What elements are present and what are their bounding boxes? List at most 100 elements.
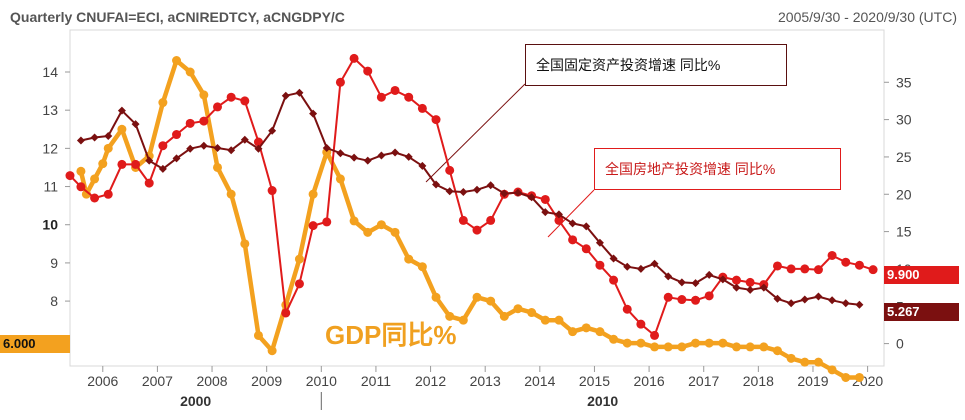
data-point-gdp — [158, 98, 168, 108]
x-tick-label: 2017 — [688, 373, 719, 389]
data-point-real_estate — [445, 165, 455, 175]
annotation-gdp: GDP同比% — [325, 320, 457, 350]
x-tick-label: 2007 — [142, 373, 173, 389]
data-point-fai — [841, 299, 850, 308]
data-point-real_estate — [335, 77, 345, 87]
data-point-gdp — [390, 227, 400, 237]
data-point-real_estate — [800, 264, 810, 274]
data-point-gdp — [172, 56, 182, 66]
x-tick-label: 2008 — [196, 373, 227, 389]
data-point-real_estate — [868, 265, 878, 275]
annotation-real-estate-connector — [547, 189, 595, 238]
data-point-real_estate — [554, 215, 564, 225]
data-point-real_estate — [431, 115, 441, 125]
data-point-real_estate — [294, 279, 304, 289]
data-point-fai — [746, 285, 755, 294]
data-point-real_estate — [199, 116, 209, 126]
data-point-gdp — [308, 189, 318, 199]
data-point-real_estate — [185, 118, 195, 128]
x-tick-label: 2011 — [361, 373, 391, 389]
annotation-fai-connector — [425, 83, 526, 183]
data-point-gdp — [376, 220, 386, 230]
data-point-gdp — [185, 67, 195, 77]
data-point-fai — [281, 91, 290, 100]
data-point-real_estate — [417, 103, 427, 113]
y-left-tick-label: 8 — [50, 293, 58, 309]
data-point-gdp — [445, 311, 455, 321]
data-point-fai — [418, 161, 427, 170]
data-point-fai — [800, 295, 809, 304]
data-point-gdp — [472, 292, 482, 302]
data-point-gdp — [677, 342, 687, 352]
data-point-fai — [677, 278, 686, 287]
data-point-fai — [240, 135, 249, 144]
y-left-tick-label: 13 — [42, 102, 58, 118]
data-point-gdp — [827, 365, 837, 375]
data-point-real_estate — [376, 92, 386, 102]
data-point-gdp — [322, 147, 332, 157]
data-point-real_estate — [76, 182, 86, 192]
data-point-gdp — [609, 334, 619, 344]
date-range: 2005/9/30 - 2020/9/30 (UTC) — [778, 9, 957, 25]
x-tick-label: 2010 — [306, 373, 337, 389]
data-point-real_estate — [745, 277, 755, 287]
x-tick-label: 2016 — [634, 373, 665, 389]
data-point-fai — [445, 187, 454, 196]
data-point-fai — [186, 144, 195, 153]
data-point-real_estate — [267, 186, 277, 196]
data-point-real_estate — [841, 257, 851, 267]
data-point-fai — [828, 296, 837, 305]
data-point-real_estate — [349, 53, 359, 63]
x-tick-label: 2018 — [743, 373, 774, 389]
data-point-real_estate — [663, 292, 673, 302]
data-point-fai — [473, 185, 481, 194]
data-point-fai — [172, 154, 181, 163]
data-point-real_estate — [322, 217, 332, 227]
data-point-real_estate — [172, 130, 182, 140]
data-point-gdp — [267, 346, 277, 356]
data-point-gdp — [595, 327, 605, 337]
x-tick-label: 2019 — [797, 373, 828, 389]
x-tick-label: 2015 — [579, 373, 610, 389]
data-point-real_estate — [486, 215, 496, 225]
data-point-gdp — [527, 308, 537, 318]
real-estate-last-value-tag: 9.900 — [884, 266, 959, 284]
data-point-gdp — [663, 342, 673, 352]
data-point-gdp — [486, 296, 496, 306]
data-point-fai — [732, 283, 741, 292]
y-left-tick-label: 10 — [42, 217, 58, 233]
decade-label: 2000 — [180, 393, 211, 409]
data-point-fai — [541, 208, 550, 217]
annotation-fai: 全国固定资产投资增速 同比% — [525, 44, 787, 86]
data-point-fai — [227, 146, 236, 155]
data-point-real_estate — [213, 102, 223, 112]
data-point-gdp — [718, 338, 728, 348]
data-point-real_estate — [595, 260, 605, 270]
data-point-gdp — [704, 338, 714, 348]
data-point-gdp — [800, 357, 810, 367]
data-point-fai — [90, 133, 99, 142]
data-point-gdp — [650, 342, 660, 352]
gdp-last-value-tag: 6.000 — [0, 335, 70, 353]
y-right-tick-label: 0 — [896, 336, 904, 352]
data-point-fai — [145, 156, 154, 165]
data-point-gdp — [691, 338, 701, 348]
data-point-gdp — [786, 353, 796, 363]
data-point-real_estate — [240, 96, 250, 106]
data-point-fai — [500, 189, 509, 198]
chart-title: Quarterly CNUFAI=ECI, aCNIREDTCY, aCNGDP… — [10, 9, 345, 25]
data-point-fai — [336, 149, 345, 158]
data-point-gdp — [431, 292, 441, 302]
data-point-fai — [158, 164, 167, 173]
y-right-tick-label: 35 — [896, 74, 912, 90]
data-point-fai — [459, 188, 468, 197]
x-tick-label: 2012 — [415, 373, 446, 389]
data-point-gdp — [103, 143, 113, 153]
data-point-fai — [814, 292, 823, 301]
data-point-gdp — [98, 159, 108, 169]
y-right-tick-label: 15 — [896, 224, 912, 240]
data-point-real_estate — [226, 92, 236, 102]
data-point-fai — [377, 151, 386, 160]
data-point-fai — [609, 254, 618, 263]
data-point-real_estate — [308, 221, 318, 231]
